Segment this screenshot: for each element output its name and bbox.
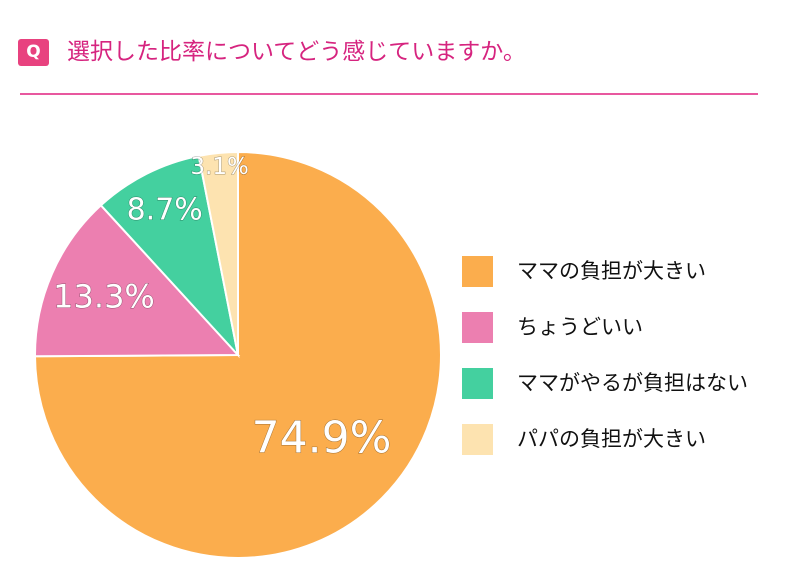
legend-swatch [462,368,493,399]
pie-slice [33,150,442,559]
legend-label: ママの負担が大きい [517,259,706,283]
slice-value-label: 8.7% [127,193,203,228]
question-title: 選択した比率についてどう感じていますか。 [67,39,526,65]
pie-slice [99,154,240,359]
divider [20,93,758,95]
legend-swatch [462,424,493,455]
slice-value-label: 13.3% [53,278,155,316]
pie-slice [197,150,239,356]
legend-label: ママがやるが負担はない [517,371,748,395]
pie-slice [33,203,241,358]
question-badge: Q [18,39,49,66]
slice-value-label: 3.1% [190,154,248,180]
legend-swatch [462,312,493,343]
legend-label: パパの負担が大きい [517,427,706,451]
legend-swatch [462,256,493,287]
slice-value-label: 74.9% [252,413,392,464]
legend-label: ちょうどいい [517,315,643,339]
